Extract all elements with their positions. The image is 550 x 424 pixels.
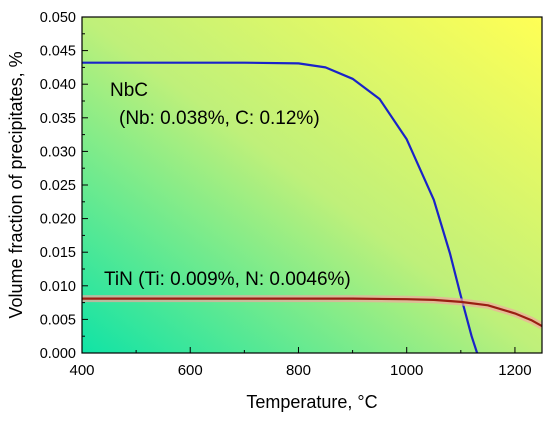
x-tick-label: 800 bbox=[286, 362, 311, 379]
x-axis-label: Temperature, °C bbox=[246, 392, 377, 412]
y-tick-label: 0.040 bbox=[40, 77, 76, 93]
y-tick-label: 0.015 bbox=[40, 245, 76, 261]
y-tick-label: 0.020 bbox=[40, 212, 76, 228]
ticks-layer: 0.000 0.005 0.010 0.015 0.020 0.025 0.030 0.035… bbox=[40, 10, 532, 379]
annotation-nbc-name: NbC bbox=[110, 80, 148, 101]
y-axis-label: Volume fraction of precipitates, % bbox=[6, 51, 26, 318]
x-tick-label: 1000 bbox=[390, 362, 423, 379]
x-tick-label: 1200 bbox=[498, 362, 531, 379]
x-tick-label: 600 bbox=[178, 362, 203, 379]
annotation-tin-label: TiN (Ti: 0.009%, N: 0.0046%) bbox=[104, 269, 351, 290]
y-tick-label: 0.025 bbox=[40, 178, 76, 194]
y-tick-label: 0.045 bbox=[40, 44, 76, 60]
y-tick-label: 0.005 bbox=[40, 312, 76, 328]
y-tick-label: 0.035 bbox=[40, 111, 76, 127]
annotation-nbc-composition: (Nb: 0.038%, C: 0.12%) bbox=[119, 108, 320, 129]
series-line-tin bbox=[82, 297, 542, 328]
y-tick-label: 0.050 bbox=[40, 10, 76, 26]
series-line-nbc bbox=[82, 61, 479, 353]
y-tick-label: 0.030 bbox=[40, 144, 76, 160]
y-tick-label: 0.010 bbox=[40, 279, 76, 295]
series-layer bbox=[82, 61, 542, 353]
y-tick-label: 0.000 bbox=[40, 346, 76, 362]
x-tick-label: 400 bbox=[69, 362, 94, 379]
